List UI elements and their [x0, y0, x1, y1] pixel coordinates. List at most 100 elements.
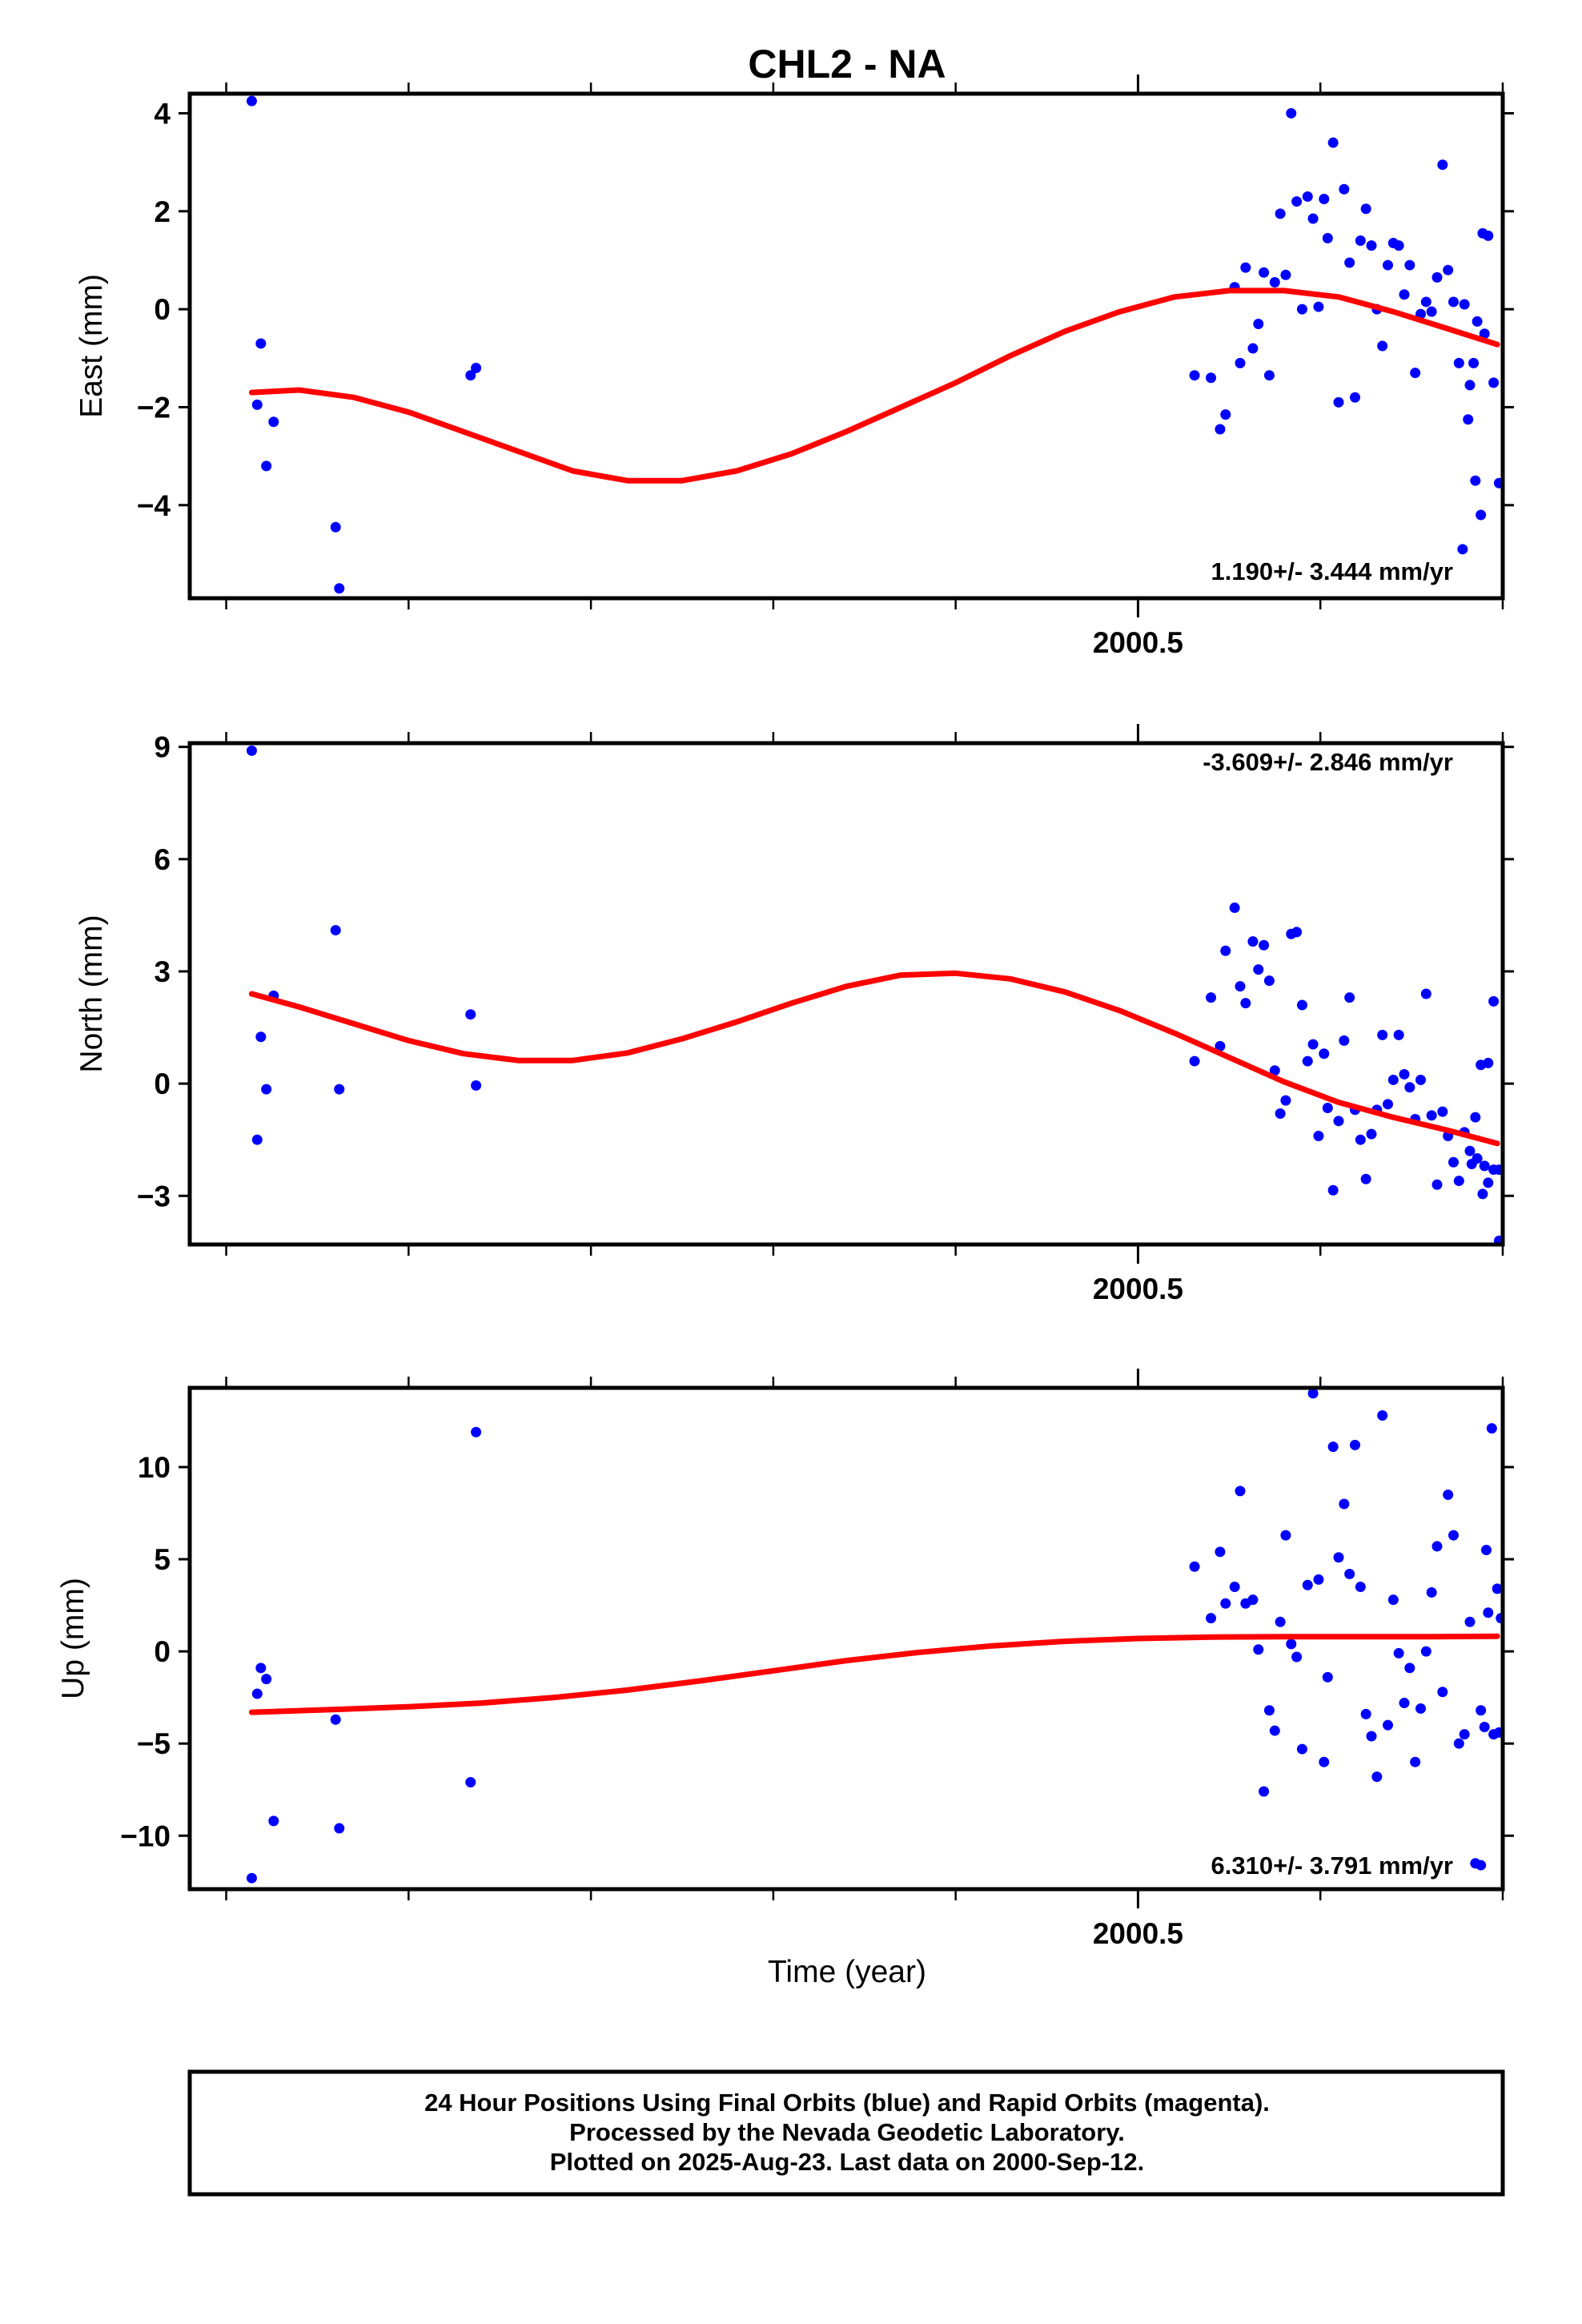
y-axis-label: Up (mm) [56, 1578, 90, 1699]
data-point [1481, 1545, 1492, 1556]
data-point [1470, 1112, 1481, 1123]
data-point [1206, 372, 1217, 384]
data-point [1360, 1173, 1371, 1184]
plot-area [246, 1388, 1503, 1884]
data-point [1366, 1128, 1377, 1140]
data-point [1215, 424, 1226, 435]
data-point [1366, 1731, 1377, 1742]
x-axis-label: Time (year) [768, 1955, 926, 1989]
data-point [255, 1031, 267, 1043]
data-point [1259, 1786, 1270, 1797]
data-point [1319, 194, 1330, 205]
data-point [1253, 964, 1264, 975]
data-point [1483, 1057, 1494, 1068]
data-point [1307, 1388, 1319, 1399]
data-point [1493, 1235, 1503, 1244]
y-tick-label: −2 [137, 391, 171, 424]
data-point [1393, 1647, 1404, 1659]
data-point [1247, 936, 1259, 947]
data-point [1253, 1644, 1264, 1655]
data-point [330, 521, 341, 533]
data-point [1291, 196, 1303, 207]
data-point [1468, 357, 1480, 368]
data-point [1247, 1594, 1259, 1606]
plot-frame [187, 741, 1505, 1247]
plot-area [246, 745, 1503, 1244]
data-point [1339, 183, 1350, 195]
data-point [465, 370, 476, 381]
data-point [1280, 269, 1291, 280]
y-tick-label: 0 [154, 1635, 171, 1668]
data-point [1470, 475, 1481, 486]
data-point [1431, 271, 1443, 283]
data-point [1269, 276, 1280, 287]
data-point [1235, 981, 1246, 992]
data-point [1437, 159, 1448, 171]
data-point [465, 1777, 476, 1788]
data-point [1355, 1134, 1366, 1145]
data-point [1296, 304, 1307, 315]
data-point [1399, 1068, 1410, 1080]
data-point [1302, 191, 1313, 202]
data-point [471, 1426, 482, 1437]
data-point [1477, 1188, 1488, 1200]
data-point [1235, 357, 1246, 368]
y-tick-label: −4 [137, 489, 171, 522]
data-point [1269, 1065, 1280, 1076]
data-point [1235, 1486, 1246, 1497]
data-point [1415, 1703, 1426, 1714]
data-point [334, 583, 345, 594]
data-point [268, 416, 279, 428]
y-tick-label: 5 [154, 1543, 171, 1576]
data-point [1426, 306, 1437, 317]
data-point [1263, 370, 1275, 381]
model-line [248, 1633, 1500, 1715]
model-line [248, 287, 1500, 484]
data-point [1448, 1156, 1459, 1168]
y-tick-label: 6 [154, 843, 171, 876]
data-point [1355, 1582, 1366, 1593]
data-point [1275, 1616, 1286, 1627]
data-point [1448, 1530, 1459, 1541]
data-point [1431, 1179, 1443, 1190]
y-tick-label: 3 [154, 955, 171, 988]
data-point [330, 925, 341, 936]
y-tick-label: −10 [120, 1819, 171, 1852]
data-point [1240, 998, 1251, 1009]
footer-line-1: 24 Hour Positions Using Final Orbits (bl… [424, 2089, 1270, 2117]
data-point [1220, 1598, 1231, 1609]
data-point [1479, 1721, 1490, 1732]
data-point [255, 338, 267, 349]
data-point [1280, 1095, 1291, 1106]
data-point [1457, 544, 1468, 555]
rate-label: 1.190+/- 3.444 mm/yr [1211, 557, 1453, 585]
data-point [1333, 1552, 1344, 1563]
data-point [1302, 1579, 1313, 1590]
data-point [1327, 1441, 1339, 1453]
footer-box [187, 2069, 1505, 2197]
data-point [1263, 975, 1275, 987]
data-point [1220, 409, 1231, 420]
chart-title: CHL2 - NA [748, 42, 946, 86]
x-tick-label: 2000.5 [1093, 1917, 1183, 1950]
data-point [1344, 1568, 1355, 1579]
data-point [1383, 1099, 1393, 1110]
data-point [1206, 1613, 1217, 1624]
data-point [1483, 1607, 1494, 1618]
data-point [1431, 1541, 1443, 1552]
data-point [1459, 1729, 1470, 1740]
data-point [1488, 995, 1500, 1007]
data-point [1437, 1687, 1448, 1698]
data-point [1488, 377, 1500, 388]
data-point [1313, 1131, 1324, 1142]
data-point [471, 1080, 482, 1091]
data-point [1339, 1498, 1350, 1510]
up-panel: 2000.5 −10 −5 0 5 10 Up (mm) 6.310+/- 3.791 mm/… [56, 1369, 1514, 1950]
data-point [1291, 927, 1303, 938]
data-point [1426, 1586, 1437, 1598]
data-point [1319, 1756, 1330, 1767]
data-point [1280, 1530, 1291, 1541]
data-point [1291, 1651, 1303, 1663]
data-point [1404, 1663, 1415, 1674]
